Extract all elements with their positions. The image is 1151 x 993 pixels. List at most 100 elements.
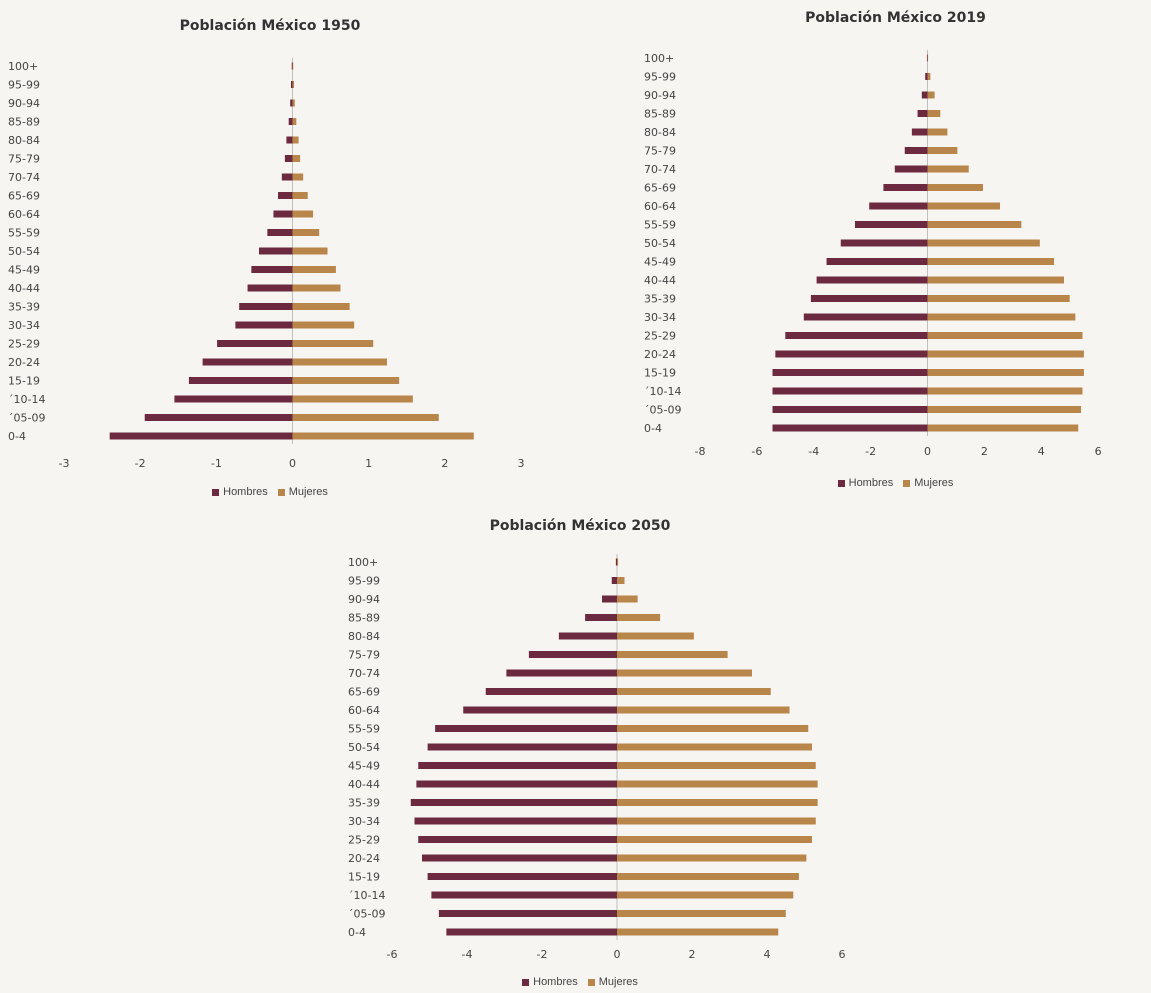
bar-mujeres bbox=[292, 266, 336, 273]
category-label: ´05-09 bbox=[644, 404, 681, 417]
bar-hombres bbox=[921, 91, 928, 99]
bar-hombres bbox=[911, 128, 928, 136]
x-tick-label: -6 bbox=[751, 445, 762, 458]
category-label: 70-74 bbox=[8, 171, 40, 184]
category-label: 55-59 bbox=[8, 227, 40, 240]
bar-mujeres bbox=[617, 651, 728, 658]
bar-mujeres bbox=[927, 184, 983, 191]
category-label: 45-49 bbox=[8, 264, 40, 277]
x-tick-label: -4 bbox=[462, 948, 473, 961]
bar-mujeres bbox=[292, 229, 320, 236]
category-label: 60-64 bbox=[8, 208, 40, 221]
bar-mujeres bbox=[927, 110, 941, 117]
bar-hombres bbox=[267, 229, 293, 236]
x-tick-label: 4 bbox=[764, 948, 771, 961]
bar-mujeres bbox=[292, 81, 295, 88]
bar-hombres bbox=[251, 266, 293, 273]
x-tick-label: 2 bbox=[441, 457, 448, 470]
category-label: 95-99 bbox=[644, 71, 676, 84]
bar-hombres bbox=[174, 395, 293, 403]
legend-item-hombres: Hombres bbox=[212, 486, 268, 498]
category-label: 40-44 bbox=[8, 282, 40, 295]
category-label: 30-34 bbox=[8, 319, 40, 332]
bar-mujeres bbox=[292, 358, 387, 366]
bar-hombres bbox=[772, 406, 928, 413]
bar-hombres bbox=[785, 332, 928, 339]
bar-hombres bbox=[602, 595, 617, 603]
category-label: 80-84 bbox=[348, 630, 380, 643]
legend-item-hombres: Hombres bbox=[837, 477, 893, 489]
bar-hombres bbox=[188, 377, 293, 384]
bar-mujeres bbox=[292, 395, 413, 403]
legend-item-mujeres: Mujeres bbox=[903, 477, 953, 489]
x-tick-label: 4 bbox=[1038, 445, 1045, 458]
category-label: 0-4 bbox=[348, 926, 366, 939]
legend-swatch-hombres bbox=[837, 479, 845, 487]
legend-label-hombres: Hombres bbox=[533, 976, 578, 988]
bar-hombres bbox=[278, 192, 293, 199]
bar-mujeres bbox=[617, 817, 816, 825]
bar-mujeres bbox=[617, 780, 818, 788]
bar-mujeres bbox=[927, 276, 1064, 284]
bar-hombres bbox=[431, 891, 617, 899]
bar-hombres bbox=[810, 295, 928, 302]
bar-hombres bbox=[854, 221, 928, 228]
bar-hombres bbox=[217, 340, 293, 347]
bar-hombres bbox=[894, 165, 928, 173]
bar-hombres bbox=[281, 173, 293, 181]
category-label: 75-79 bbox=[644, 145, 676, 158]
category-label: 55-59 bbox=[348, 723, 380, 736]
category-label: 70-74 bbox=[644, 163, 676, 176]
pyramid-chart-2019: Población México 2019 100+ 95-99 90-94 85-8… bbox=[580, 0, 1151, 510]
bar-hombres bbox=[585, 614, 617, 621]
bar-hombres bbox=[427, 873, 617, 880]
bar-hombres bbox=[925, 73, 928, 80]
category-label: 60-64 bbox=[644, 200, 676, 213]
bar-mujeres bbox=[927, 73, 931, 80]
bar-mujeres bbox=[292, 62, 294, 70]
chart-title: Población México 2050 bbox=[489, 518, 671, 534]
category-label: 20-24 bbox=[8, 356, 40, 369]
category-label: 75-79 bbox=[348, 649, 380, 662]
bar-mujeres bbox=[927, 350, 1084, 358]
bar-hombres bbox=[414, 817, 617, 825]
category-label: 60-64 bbox=[348, 704, 380, 717]
category-label: 0-4 bbox=[8, 430, 26, 443]
bar-mujeres bbox=[617, 725, 809, 732]
category-label: ´05-09 bbox=[8, 412, 45, 425]
category-label: 80-84 bbox=[644, 126, 676, 139]
bar-hombres bbox=[772, 387, 928, 395]
category-label: ´05-09 bbox=[348, 908, 385, 921]
bar-mujeres bbox=[617, 558, 619, 566]
bar-hombres bbox=[202, 358, 293, 366]
category-label: 35-39 bbox=[8, 301, 40, 314]
bar-hombres bbox=[826, 258, 928, 265]
x-tick-label: 2 bbox=[981, 445, 988, 458]
category-label: 95-99 bbox=[348, 575, 380, 588]
category-label: 15-19 bbox=[8, 375, 40, 388]
bar-hombres bbox=[418, 836, 617, 843]
bar-mujeres bbox=[617, 928, 779, 936]
bar-mujeres bbox=[617, 873, 799, 880]
bar-hombres bbox=[446, 928, 617, 936]
bar-hombres bbox=[438, 910, 617, 917]
bar-mujeres bbox=[927, 221, 1022, 228]
category-label: 30-34 bbox=[644, 311, 676, 324]
bar-mujeres bbox=[617, 743, 812, 751]
bar-hombres bbox=[904, 147, 928, 154]
category-label: 15-19 bbox=[644, 367, 676, 380]
bar-hombres bbox=[772, 369, 928, 376]
bar-mujeres bbox=[292, 414, 439, 421]
category-label: 45-49 bbox=[348, 760, 380, 773]
bar-mujeres bbox=[617, 706, 790, 714]
bar-hombres bbox=[422, 854, 617, 862]
chart-legend: Hombres Mujeres bbox=[20, 486, 520, 498]
bar-hombres bbox=[286, 136, 293, 144]
x-tick-label: 6 bbox=[1095, 445, 1102, 458]
chart-title: Población México 1950 bbox=[179, 18, 361, 34]
chart-legend: Hombres Mujeres bbox=[300, 976, 860, 988]
legend-item-hombres: Hombres bbox=[522, 976, 578, 988]
category-label: 100+ bbox=[644, 52, 674, 65]
bar-mujeres bbox=[292, 136, 299, 144]
bar-hombres bbox=[284, 155, 293, 162]
